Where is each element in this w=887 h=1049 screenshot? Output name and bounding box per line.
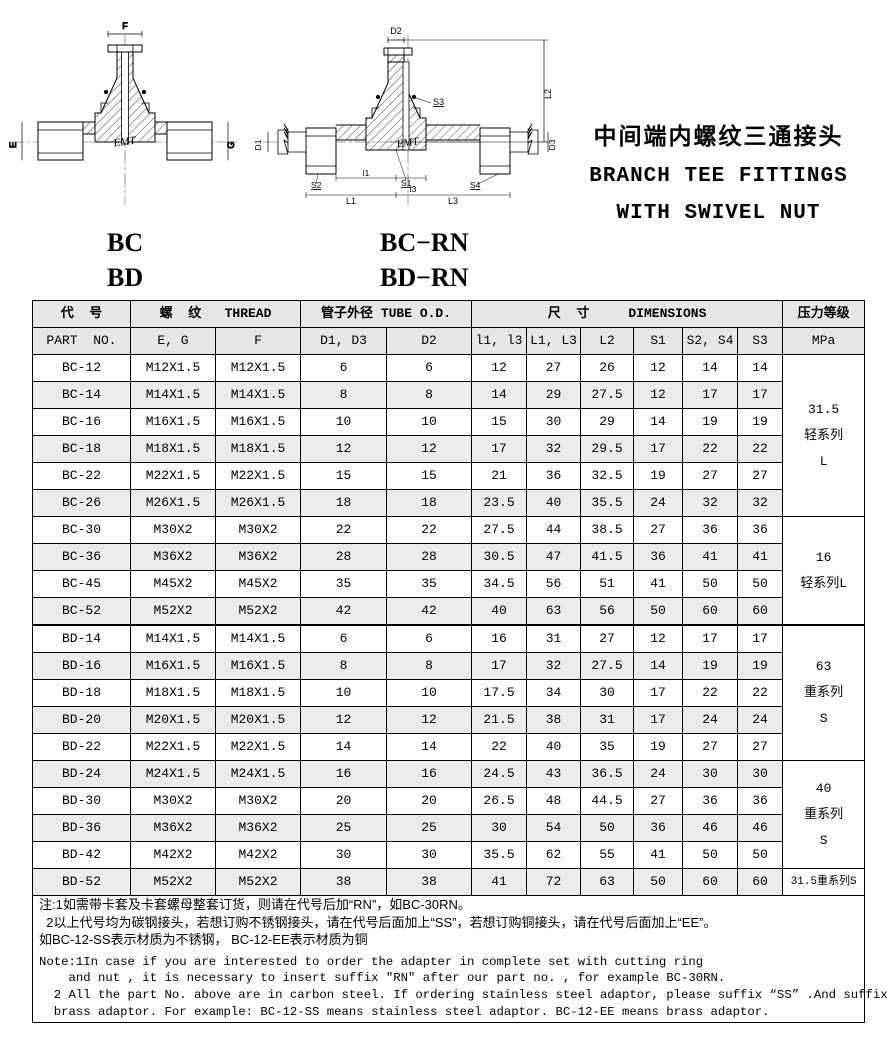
svg-text:EMT: EMT xyxy=(112,134,137,149)
svg-text:D1: D1 xyxy=(253,139,263,150)
svg-text:S3: S3 xyxy=(433,97,444,107)
svg-text:D2: D2 xyxy=(390,26,402,36)
svg-text:E: E xyxy=(8,142,18,148)
svg-text:F: F xyxy=(122,21,128,31)
svg-text:L3: L3 xyxy=(448,196,458,206)
svg-text:l3: l3 xyxy=(410,184,417,194)
svg-text:S4: S4 xyxy=(470,180,481,190)
svg-text:L2: L2 xyxy=(543,89,553,99)
svg-text:G: G xyxy=(226,141,236,148)
svg-text:L1: L1 xyxy=(346,196,356,206)
svg-text:l1: l1 xyxy=(363,168,370,178)
